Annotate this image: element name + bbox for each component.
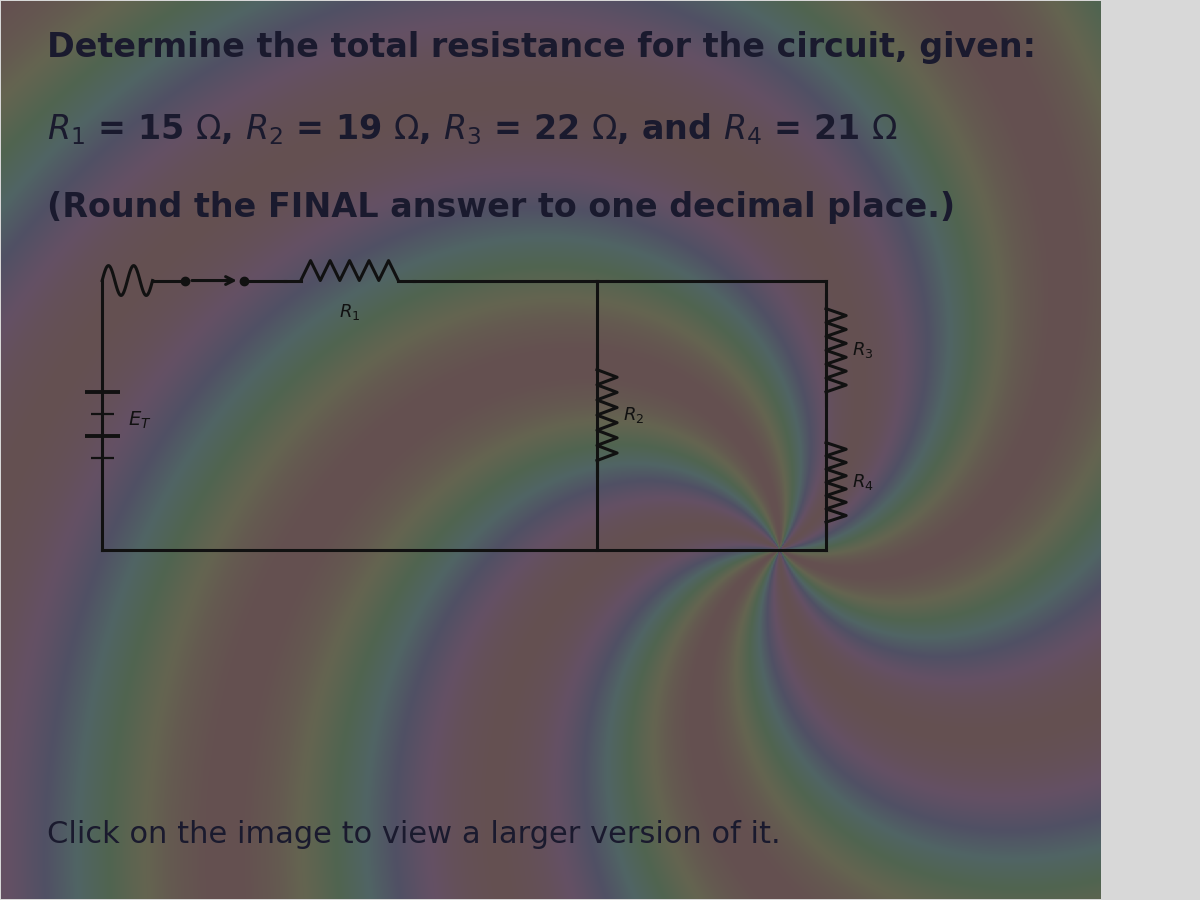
Text: (Round the FINAL answer to one decimal place.): (Round the FINAL answer to one decimal p…: [47, 191, 955, 224]
Text: $R_4$: $R_4$: [852, 472, 874, 492]
Text: $R_3$: $R_3$: [852, 340, 874, 360]
Text: $R_2$: $R_2$: [623, 405, 644, 425]
Text: $R_1$ = 15 $\Omega$, $R_2$ = 19 $\Omega$, $R_3$ = 22 $\Omega$, and $R_4$ = 21 $\: $R_1$ = 15 $\Omega$, $R_2$ = 19 $\Omega$…: [47, 111, 898, 147]
Text: Click on the image to view a larger version of it.: Click on the image to view a larger vers…: [47, 820, 781, 849]
Text: $R_1$: $R_1$: [338, 302, 360, 322]
Text: Determine the total resistance for the circuit, given:: Determine the total resistance for the c…: [47, 32, 1037, 64]
Text: $E_T$: $E_T$: [128, 410, 151, 431]
